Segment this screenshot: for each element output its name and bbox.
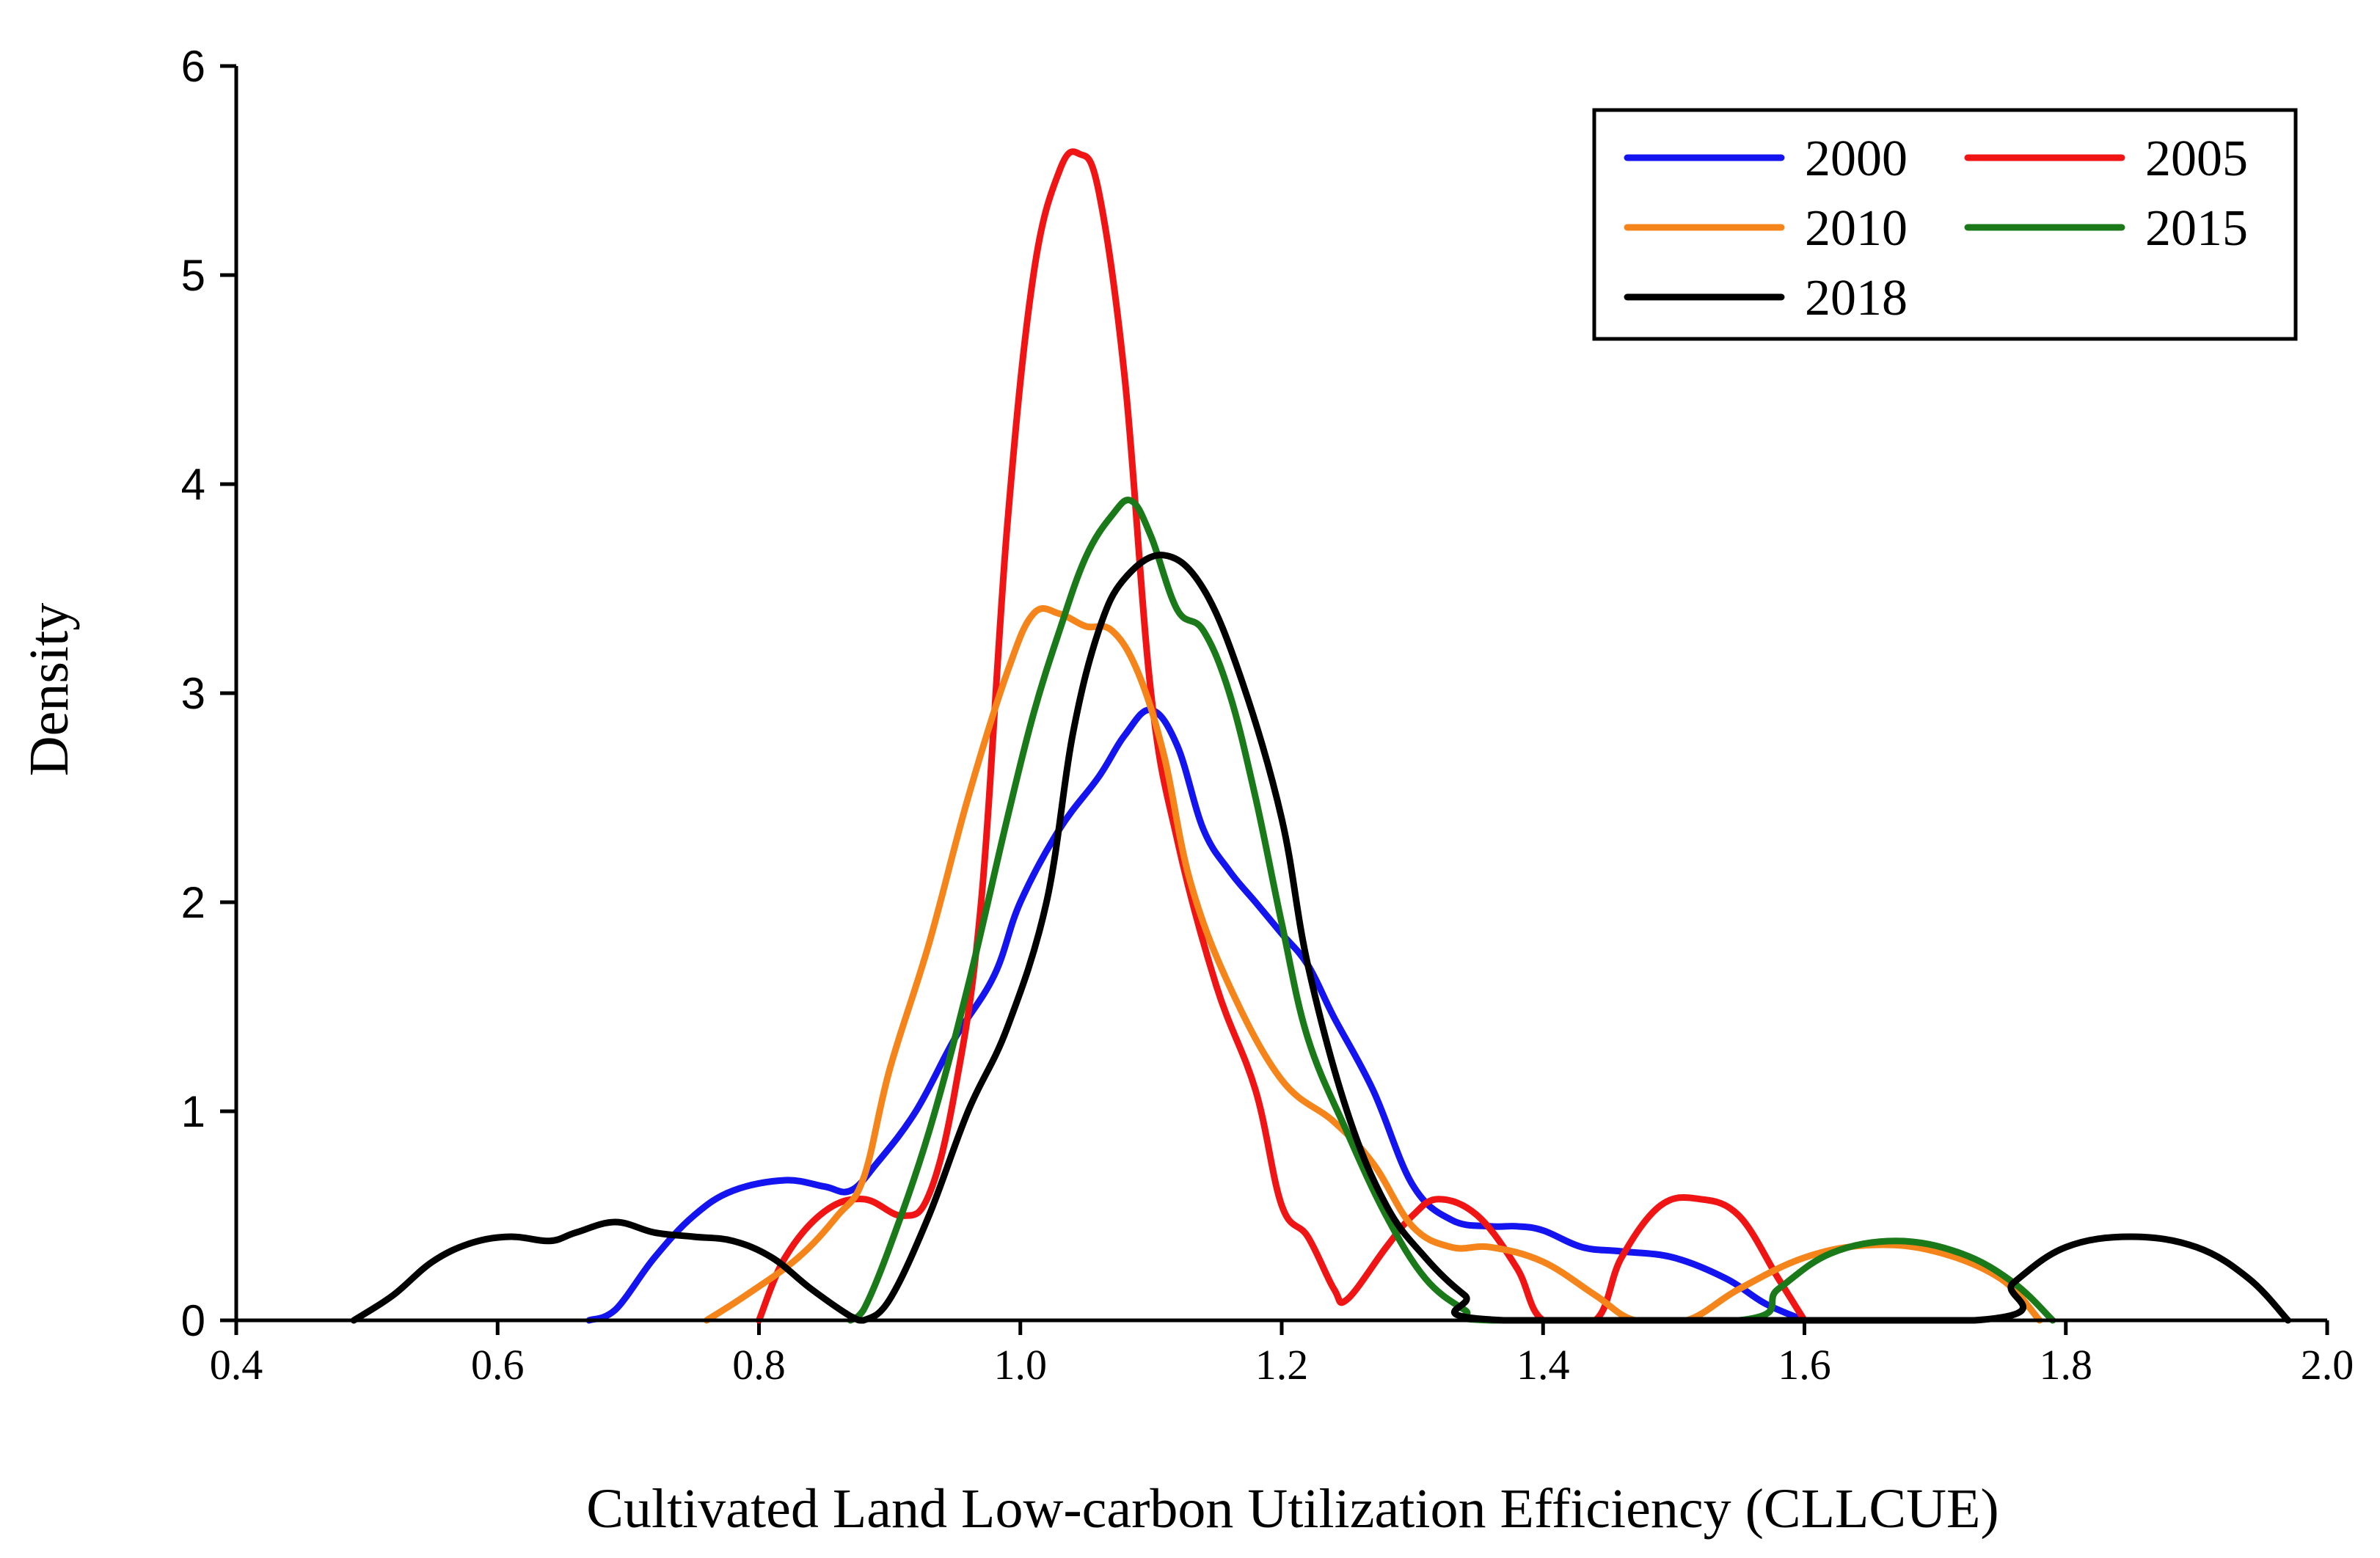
series-line-2015 <box>847 497 2056 1324</box>
series-line-2000 <box>585 706 1808 1324</box>
y-axis-title: Density <box>18 603 80 776</box>
y-tick-label: 3 <box>181 669 205 718</box>
series-lines <box>236 148 2327 1324</box>
x-tick-label: 2.0 <box>2301 1341 2354 1389</box>
y-tick-label: 0 <box>181 1296 205 1345</box>
legend-label-2005: 2005 <box>2145 131 2248 187</box>
x-tick-label: 0.8 <box>732 1341 786 1389</box>
x-axis-title: Cultivated Land Low-carbon Utilization E… <box>586 1478 1998 1540</box>
x-tick-label: 0.6 <box>471 1341 525 1389</box>
legend-label-2010: 2010 <box>1805 200 1908 257</box>
y-tick-label: 5 <box>181 251 205 300</box>
x-tick-label: 1.6 <box>1778 1341 1831 1389</box>
x-tick-label: 1.2 <box>1255 1341 1309 1389</box>
series-line-2010 <box>703 605 2043 1324</box>
legend: 2000 2005 2010 2015 2018 <box>1592 108 2298 341</box>
legend-label-2015: 2015 <box>2145 200 2248 257</box>
y-tick-label: 1 <box>181 1087 205 1136</box>
y-ticks: 0 1 2 3 4 5 6 <box>181 42 236 1345</box>
y-tick-label: 6 <box>181 42 205 91</box>
x-tick-label: 0.4 <box>210 1341 263 1389</box>
x-tick-label: 1.4 <box>1516 1341 1570 1389</box>
legend-label-2018: 2018 <box>1805 270 1908 326</box>
y-tick-label: 2 <box>181 878 205 927</box>
x-tick-label: 1.8 <box>2040 1341 2093 1389</box>
x-ticks: 0.4 0.6 0.8 1.0 1.2 1.4 1.6 1.8 2.0 <box>210 1320 2354 1389</box>
legend-label-2000: 2000 <box>1805 131 1908 187</box>
x-tick-label: 1.0 <box>994 1341 1048 1389</box>
y-tick-label: 4 <box>181 460 205 509</box>
legend-items: 2000 2005 2010 2015 2018 <box>1624 131 2248 326</box>
